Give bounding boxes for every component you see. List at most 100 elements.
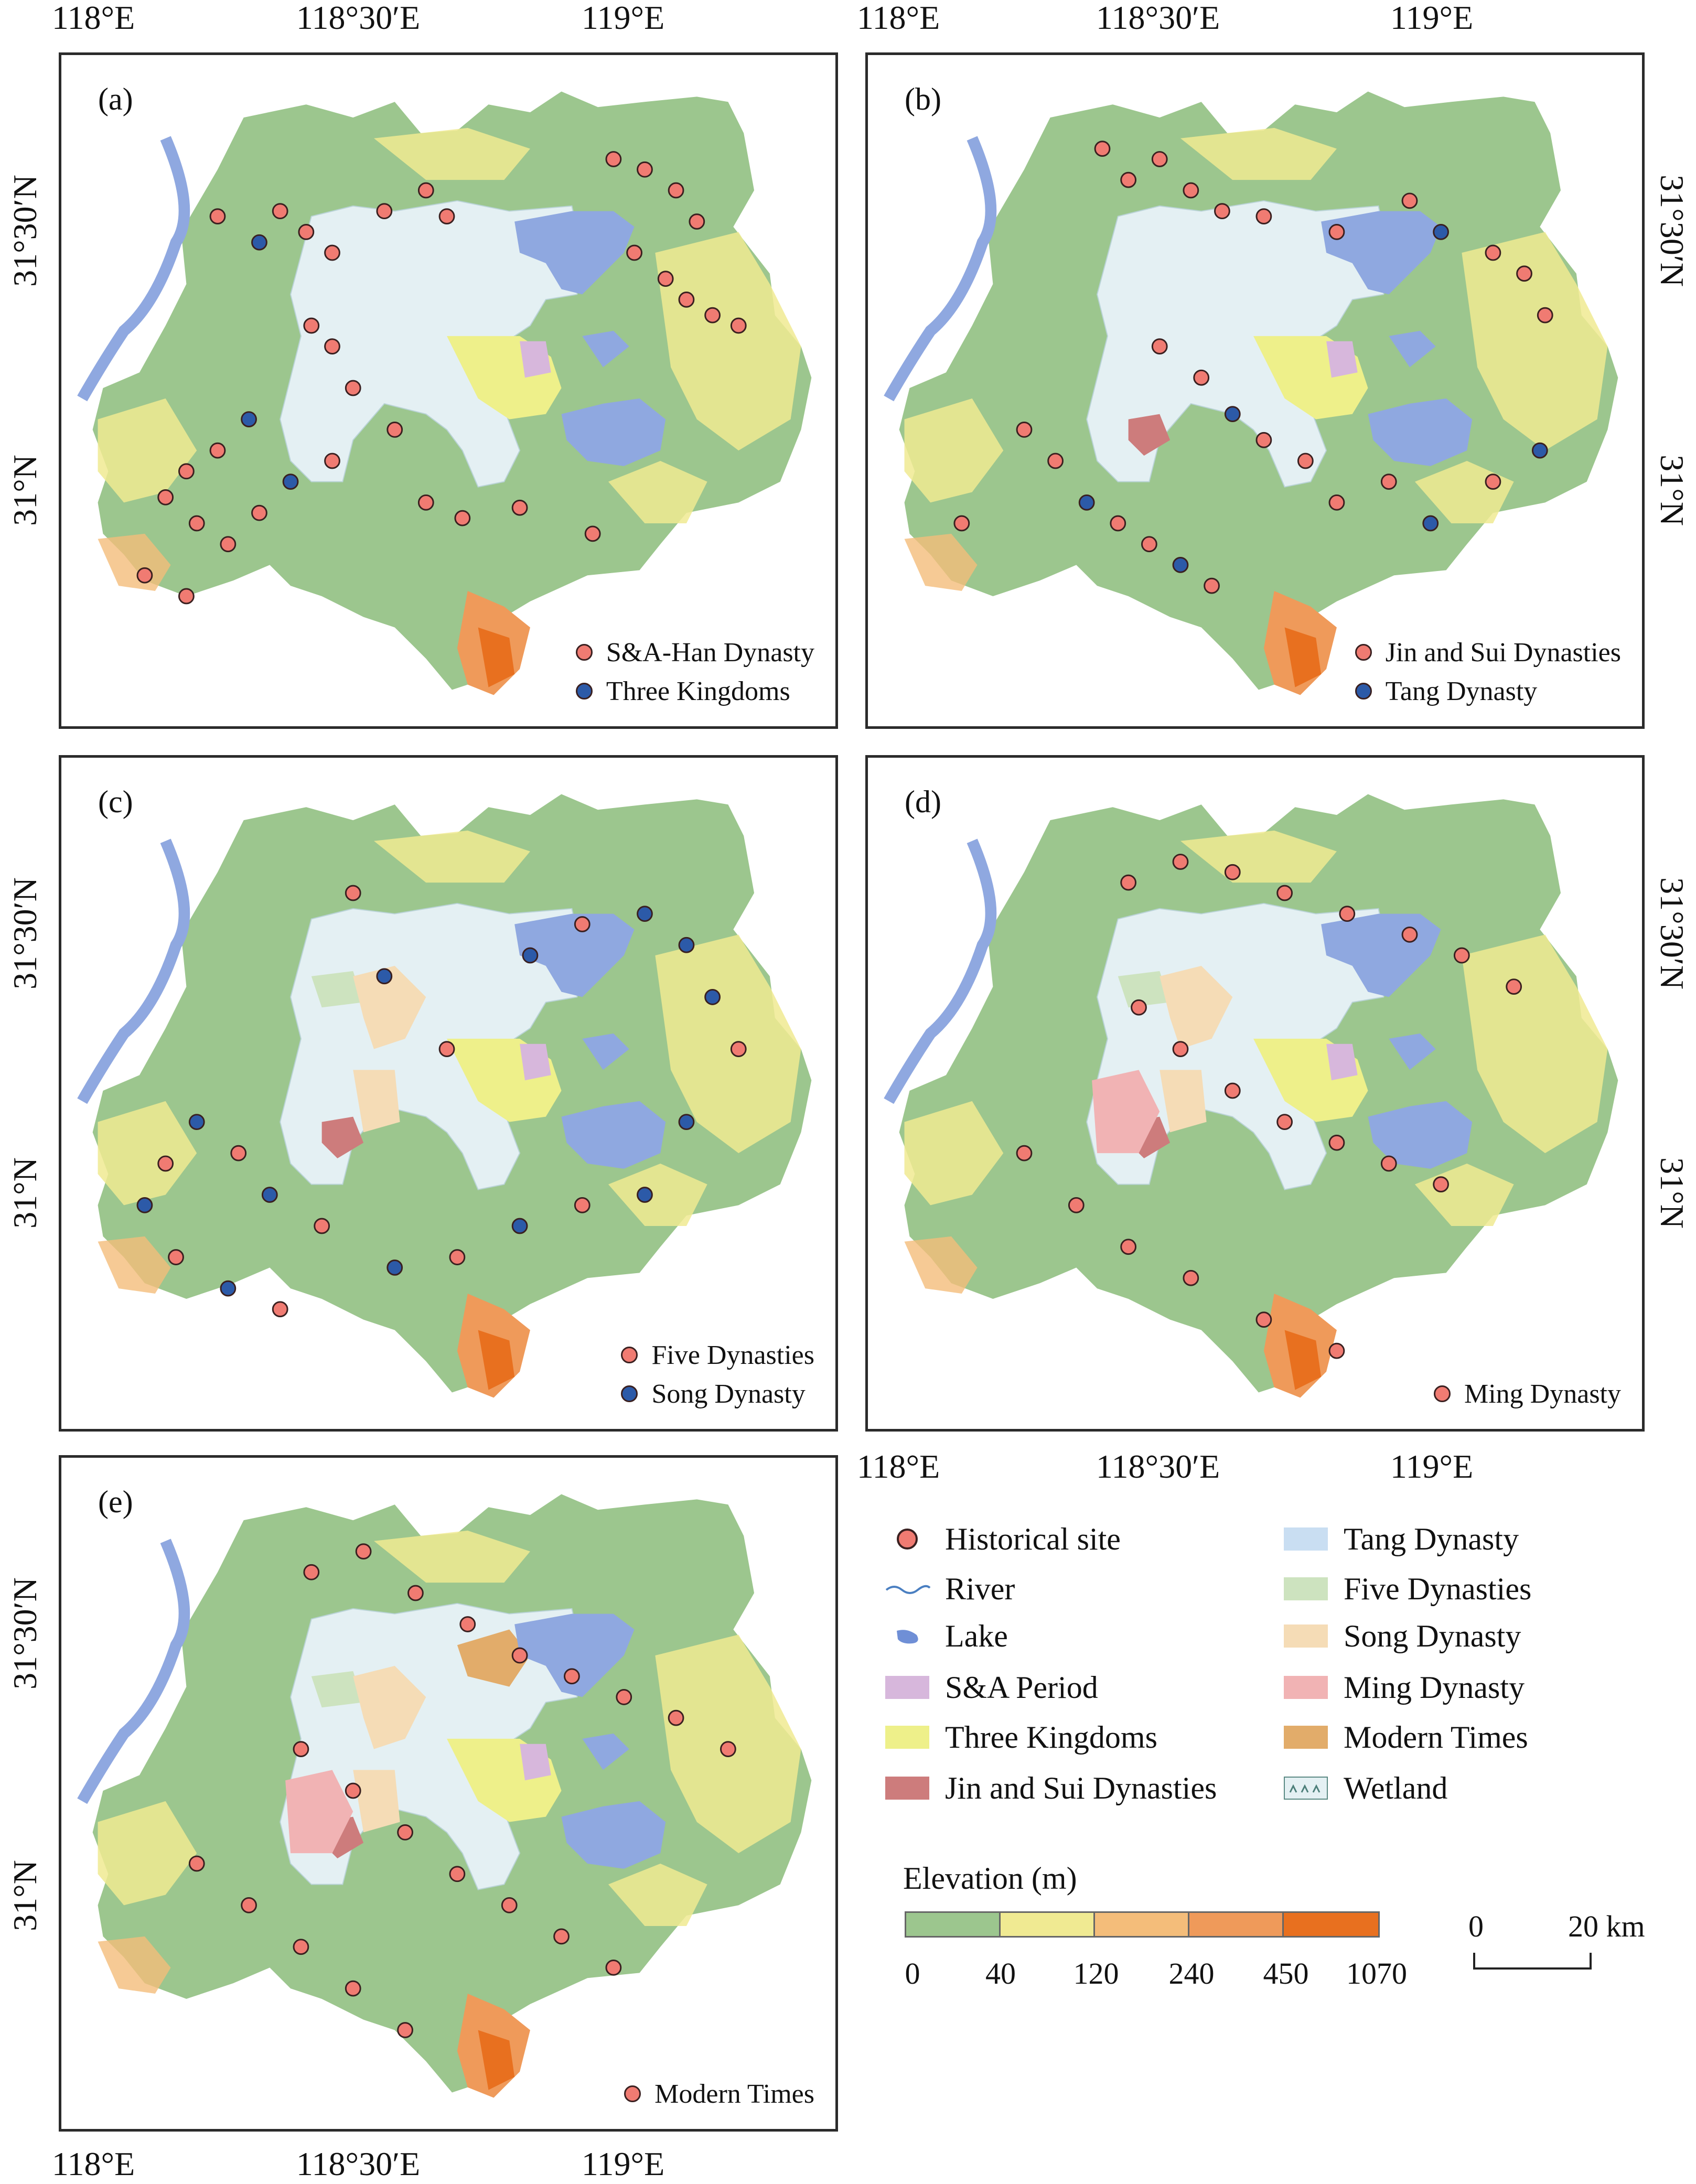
historical-site-marker bbox=[1224, 864, 1241, 880]
modern-area bbox=[457, 1629, 530, 1687]
sa-period-area bbox=[520, 1043, 551, 1081]
historical-site-marker bbox=[417, 494, 434, 511]
historical-site-marker bbox=[1433, 1176, 1449, 1193]
historical-site-marker bbox=[953, 515, 970, 532]
historical-site-marker bbox=[449, 1866, 466, 1882]
panel-legend: Modern Times bbox=[624, 2074, 814, 2113]
historical-site-marker bbox=[1401, 192, 1418, 209]
historical-site-marker bbox=[1380, 1155, 1397, 1172]
legend-tang: Tang Dynasty bbox=[1280, 1521, 1519, 1557]
historical-site-marker bbox=[324, 453, 340, 469]
river-line bbox=[884, 136, 997, 402]
historical-site-marker bbox=[1120, 1239, 1137, 1255]
map-panel-e: (e) Modern Times bbox=[59, 1455, 838, 2132]
panel-legend-label: Jin and Sui Dynasties bbox=[1385, 637, 1621, 668]
panel-legend-entry: Three Kingdoms bbox=[575, 672, 814, 711]
historical-site-marker bbox=[178, 588, 195, 605]
upland-region bbox=[1180, 830, 1337, 883]
river-line bbox=[77, 838, 190, 1104]
historical-site-marker bbox=[1183, 1269, 1199, 1286]
river-line bbox=[77, 1539, 190, 1804]
historical-site-marker bbox=[637, 1187, 653, 1203]
elevation-colorbar bbox=[905, 1911, 1380, 1938]
historical-site-marker bbox=[1183, 182, 1199, 199]
swatch-icon bbox=[1280, 1722, 1332, 1753]
historical-site-marker bbox=[637, 906, 653, 922]
lake-region bbox=[582, 330, 629, 368]
upland-region bbox=[1180, 127, 1337, 180]
historical-site-marker bbox=[241, 1897, 257, 1913]
lake-region bbox=[561, 398, 666, 466]
historical-site-marker bbox=[1380, 474, 1397, 490]
site-marker-icon bbox=[621, 1347, 638, 1363]
ming-area bbox=[1092, 1070, 1160, 1154]
legend-wetland: Wetland bbox=[1280, 1770, 1447, 1806]
historical-site-marker bbox=[1224, 406, 1241, 423]
historical-site-marker bbox=[1401, 926, 1418, 943]
jin-sui-area bbox=[1128, 414, 1171, 456]
legend-three-kingdoms: Three Kingdoms bbox=[881, 1719, 1157, 1756]
hill-region bbox=[98, 1236, 171, 1294]
panel-legend-label: S&A-Han Dynasty bbox=[606, 637, 814, 668]
lon-label-118: 118°E bbox=[856, 0, 940, 36]
historical-site-marker bbox=[511, 1218, 528, 1234]
lake-region bbox=[1368, 398, 1473, 466]
historical-site-marker bbox=[1485, 474, 1501, 490]
lat-label-31: 31°N bbox=[1654, 455, 1691, 526]
elevation-tick: 240 bbox=[1168, 1956, 1215, 1991]
historical-site-marker bbox=[188, 1114, 205, 1130]
historical-site-marker bbox=[626, 244, 642, 261]
site-marker-icon bbox=[1355, 644, 1372, 661]
map-panel-b: (b) Jin and Sui Dynasties Tang Dynasty bbox=[865, 52, 1645, 729]
historical-site-marker bbox=[1094, 141, 1111, 157]
historical-site-marker bbox=[241, 411, 257, 427]
historical-site-marker bbox=[1110, 515, 1126, 532]
historical-site-marker bbox=[574, 1197, 591, 1213]
song-area bbox=[353, 1770, 400, 1833]
historical-site-marker bbox=[345, 885, 361, 901]
historical-site-marker bbox=[730, 317, 747, 334]
wetland-icon bbox=[1280, 1772, 1332, 1804]
historical-site-marker bbox=[605, 151, 622, 167]
legend-label: River bbox=[945, 1571, 1015, 1606]
peak-region bbox=[1284, 1330, 1322, 1390]
five-dynasties-area bbox=[311, 1671, 364, 1708]
historical-site-marker bbox=[1276, 1114, 1293, 1130]
lon-label-118-30: 118°30′E bbox=[1096, 1448, 1220, 1485]
historical-site-marker bbox=[1516, 265, 1532, 282]
five-dynasties-swatch bbox=[1284, 1577, 1328, 1600]
river-icon bbox=[881, 1573, 933, 1605]
tang-swatch bbox=[1284, 1527, 1328, 1551]
upland-region bbox=[608, 460, 707, 524]
panel-label: (a) bbox=[98, 82, 133, 116]
jin-sui-swatch bbox=[885, 1777, 929, 1800]
historical-site-marker bbox=[1016, 1145, 1033, 1161]
lat-label-31-30: 31°30′N bbox=[1654, 175, 1691, 287]
historical-site-marker bbox=[345, 380, 361, 396]
historical-site-marker bbox=[188, 515, 205, 532]
hill-region bbox=[904, 533, 978, 591]
historical-site-marker bbox=[345, 1782, 361, 1799]
upland-region bbox=[373, 1530, 530, 1583]
upland-region bbox=[1462, 934, 1608, 1154]
basemap bbox=[884, 91, 1618, 695]
historical-site-marker bbox=[345, 1980, 361, 1997]
legend-label: Modern Times bbox=[1344, 1719, 1528, 1755]
lat-label-31: 31°N bbox=[6, 1860, 44, 1931]
historical-site-marker bbox=[730, 1041, 747, 1058]
historical-site-marker bbox=[501, 1897, 518, 1913]
historical-site-marker bbox=[417, 182, 434, 199]
legend-modern: Modern Times bbox=[1280, 1719, 1528, 1756]
legend-label: Lake bbox=[945, 1618, 1008, 1653]
legend-label: Song Dynasty bbox=[1344, 1618, 1521, 1653]
historical-site-marker bbox=[1151, 151, 1168, 167]
historical-site-marker bbox=[668, 1709, 684, 1726]
peak-region bbox=[1284, 627, 1322, 687]
hill-region bbox=[98, 1936, 171, 1994]
historical-site-marker bbox=[1151, 338, 1168, 355]
historical-site-marker bbox=[1485, 244, 1501, 261]
panel-legend: Ming Dynasty bbox=[1434, 1374, 1621, 1413]
upland-region bbox=[373, 127, 530, 180]
historical-site-marker bbox=[387, 422, 403, 438]
historical-site-marker bbox=[438, 1041, 455, 1058]
